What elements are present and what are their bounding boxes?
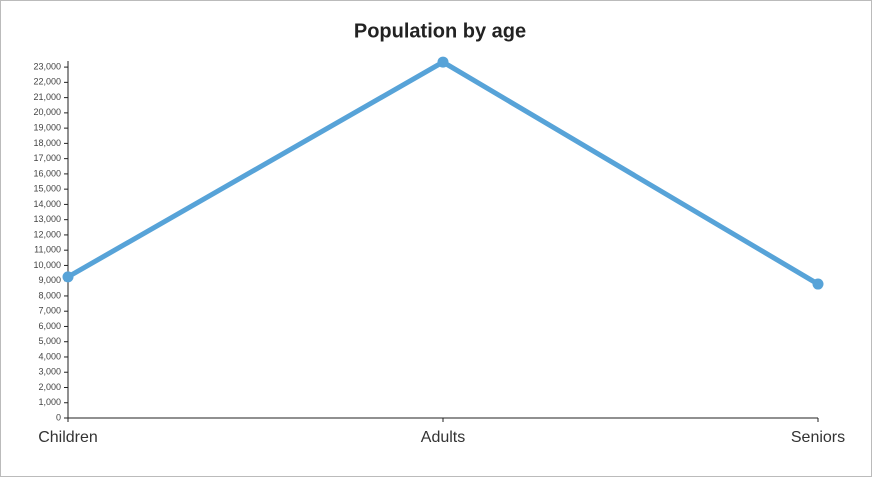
y-tick-label: 10,000 [33, 260, 61, 270]
point [437, 56, 449, 68]
y-tick-label: 2,000 [38, 382, 61, 392]
y-tick-label: 5,000 [38, 336, 61, 346]
y-tick-label: 22,000 [33, 77, 61, 87]
point [62, 271, 74, 283]
y-tick-label: 11,000 [34, 245, 61, 255]
y-tick-label: 15,000 [33, 184, 61, 194]
y-tick-label: 8,000 [38, 290, 61, 300]
y-tick-label: 1,000 [38, 397, 61, 407]
y-tick-label: 14,000 [33, 199, 61, 209]
y-tick-label: 12,000 [33, 229, 61, 239]
y-tick-label: 16,000 [33, 168, 61, 178]
y-tick-label: 0 [56, 412, 61, 422]
y-tick-label: 23,000 [33, 61, 61, 71]
x-tick-label: Children [38, 429, 98, 446]
y-tick-label: 3,000 [38, 367, 61, 377]
y-tick-label: 20,000 [33, 107, 61, 117]
y-tick-label: 18,000 [33, 138, 61, 148]
y-tick-label: 6,000 [38, 321, 61, 331]
point [812, 278, 824, 290]
y-tick-label: 9,000 [38, 275, 61, 285]
y-tick-label: 4,000 [38, 351, 61, 361]
y-tick-label: 13,000 [33, 214, 61, 224]
x-tick-label: Adults [421, 429, 465, 446]
y-tick-label: 19,000 [33, 123, 61, 133]
y-tick-label: 21,000 [33, 92, 61, 102]
y-tick-label: 17,000 [33, 153, 61, 163]
y-tick-label: 7,000 [38, 306, 61, 316]
x-tick-label: Seniors [791, 429, 845, 446]
chart-title: Population by age [354, 20, 526, 42]
